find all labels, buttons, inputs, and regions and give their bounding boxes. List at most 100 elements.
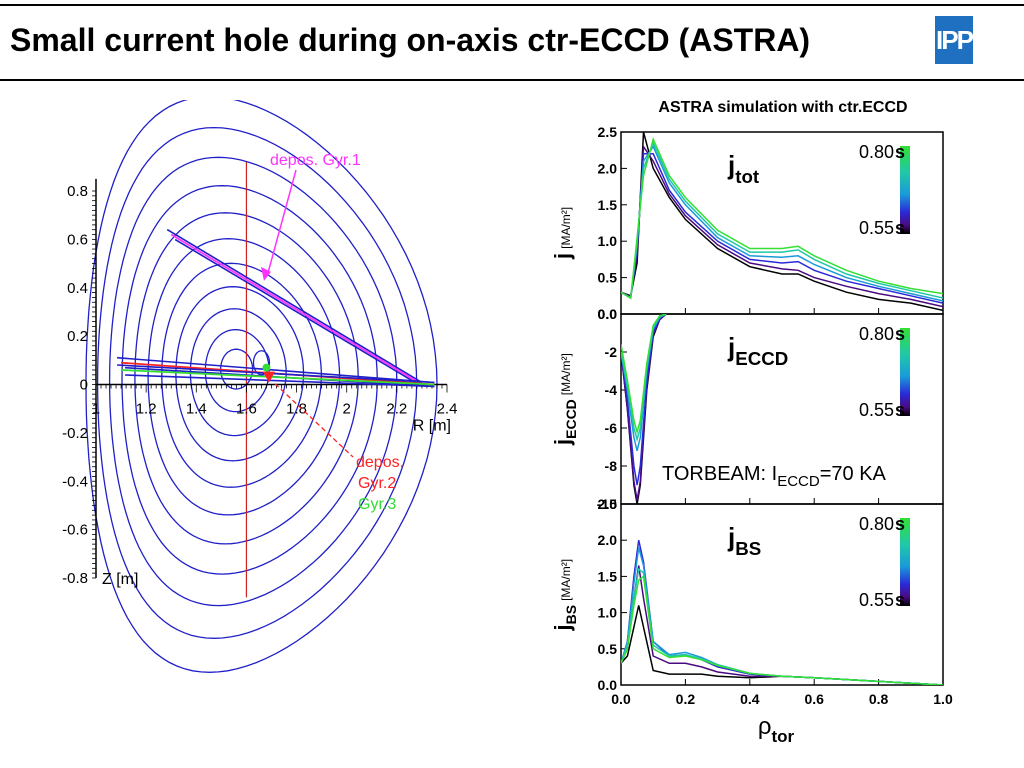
colorbar-bottom-label: 0.55 [859, 400, 894, 420]
y-tick-label: 2.5 [598, 496, 618, 512]
colorbar-bottom-label: 0.55 [859, 590, 894, 610]
colorbar-unit: s [895, 590, 905, 610]
r-tick-label: 1 [92, 401, 100, 418]
x-tick-label: 0.4 [740, 691, 760, 707]
colorbar-unit: s [895, 324, 905, 344]
r-tick-label: 2 [343, 401, 351, 418]
beam-envelope [117, 364, 435, 384]
z-tick-label: 0 [80, 377, 88, 394]
page-title: Small current hole during on-axis ctr-EC… [10, 22, 811, 58]
annotation-gyr2-line1: depos. [356, 454, 404, 471]
series-line-jBS [621, 605, 943, 685]
x-tick-label: 1.0 [933, 691, 953, 707]
flux-surface [147, 238, 341, 516]
flux-surface [121, 185, 378, 575]
astra-profiles-plot: ASTRA simulation with ctr.ECCD 2.5 2.0 1.5 1… [550, 99, 953, 746]
y-tick-label: -6 [605, 420, 618, 436]
y-axis-label: j[MA/m²] [550, 207, 575, 260]
beam-gyr3 [121, 369, 435, 386]
r-tick-label: 1.6 [236, 401, 257, 418]
flux-surface-core [252, 350, 271, 376]
panel-label: jtot [727, 150, 759, 187]
flux-surface [161, 262, 323, 488]
r-tick-label: 2.2 [386, 401, 407, 418]
z-axis-label: Z [m] [102, 571, 138, 588]
z-tick-label: 0.2 [67, 328, 88, 345]
y-tick-label: 0.0 [598, 306, 618, 322]
annotation-gyr1: depos. Gyr.1 [270, 152, 361, 169]
z-tick-label: -0.2 [62, 425, 88, 442]
z-tick-label: 0.6 [67, 231, 88, 248]
r-tick-label: 1.8 [286, 401, 307, 418]
y-tick-label: 2.5 [598, 124, 618, 140]
y-tick-label: 1.5 [598, 197, 618, 213]
series-line-jBS [621, 547, 943, 685]
y-tick-label: 0.5 [598, 270, 618, 286]
z-tick-label: 0.8 [67, 183, 88, 200]
beam-gyr1 [170, 233, 423, 386]
r-tick-label: 2.4 [437, 401, 458, 418]
colorbar [900, 518, 910, 606]
arrow-gyr1 [267, 169, 297, 274]
beam-envelope [166, 228, 423, 384]
y-tick-label: -2 [605, 344, 618, 360]
flux-surface [134, 212, 359, 545]
colorbar-unit: s [895, 514, 905, 534]
equilibrium-plot: 1 1.2 1.4 1.6 1.8 2 2.2 2.4 0.8 0.6 0.4 0.2 0 -0.2 -0.… [62, 100, 458, 673]
y-tick-label: 0.0 [598, 677, 618, 693]
beam-envelope [125, 374, 435, 388]
colorbar-unit: s [895, 142, 905, 162]
flux-surface [85, 100, 438, 673]
flux-surface [108, 156, 398, 607]
series-line-jBS [621, 567, 943, 685]
astra-title: ASTRA simulation with ctr.ECCD [658, 99, 907, 116]
r-axis-label: R [m] [413, 418, 451, 435]
y-tick-label: 0.0 [598, 306, 618, 322]
x-tick-label: 0.8 [869, 691, 889, 707]
y-tick-label: 2.0 [598, 160, 618, 176]
subplot-frame [620, 503, 944, 686]
y-tick-label: 1.0 [598, 233, 618, 249]
deposition-marker-gyr2 [262, 371, 275, 383]
beam-envelope [117, 356, 435, 384]
colorbar-top-label: 0.80 [859, 514, 894, 534]
z-tick-label: -0.8 [62, 570, 88, 587]
y-axis-label: jECCD[MA/m²] [550, 353, 579, 446]
z-tick-label: 0.4 [67, 280, 88, 297]
colorbar-top-label: 0.80 [859, 142, 894, 162]
series-line-jBS [621, 565, 943, 685]
panel-label: jBS [727, 522, 761, 559]
panel-label: jECCD [727, 332, 788, 369]
y-tick-label: -8 [605, 458, 618, 474]
colorbar [900, 146, 910, 234]
z-tick-label: -0.4 [62, 473, 88, 490]
annotation-gyr3: Gyr.3 [358, 496, 396, 513]
y-tick-label: -10 [597, 496, 617, 512]
deposition-marker-gyr3 [262, 363, 271, 372]
top-rule [0, 4, 1024, 6]
x-tick-label: 0.2 [676, 691, 696, 707]
arrow-gyr2 [274, 383, 354, 458]
colorbar [900, 328, 910, 416]
title-rule [0, 79, 1024, 81]
colorbar-unit: s [895, 218, 905, 238]
series-line-jECCD [621, 314, 667, 451]
x-tick-label: 0.0 [611, 691, 631, 707]
colorbar-top-label: 0.80 [859, 324, 894, 344]
r-tick-label: 1.2 [136, 401, 157, 418]
x-tick-label: 0.6 [804, 691, 824, 707]
torbeam-annotation: TORBEAM: IECCD=70 KA [662, 463, 887, 490]
x-axis-label: ρtor [758, 713, 795, 746]
beam-envelope [174, 238, 423, 388]
series-line-jtot [621, 137, 943, 300]
colorbar-unit: s [895, 400, 905, 420]
y-tick-label: 1.0 [598, 605, 618, 621]
ipp-logo: IPP [935, 16, 974, 64]
series-line-jECCD [621, 314, 667, 435]
y-tick-label: 1.5 [598, 568, 618, 584]
y-tick-label: -4 [605, 382, 618, 398]
arrowhead-gyr1 [260, 266, 271, 281]
